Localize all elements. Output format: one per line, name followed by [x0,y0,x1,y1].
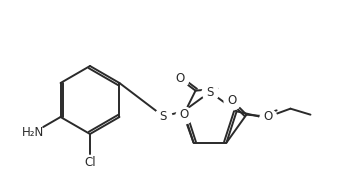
Text: O: O [264,110,273,123]
Text: S: S [160,110,167,123]
Text: O: O [228,94,237,107]
Text: S: S [206,85,214,98]
Text: Cl: Cl [84,156,96,169]
Text: O: O [179,108,188,121]
Text: H₂N: H₂N [22,127,44,140]
Text: O: O [175,72,184,85]
